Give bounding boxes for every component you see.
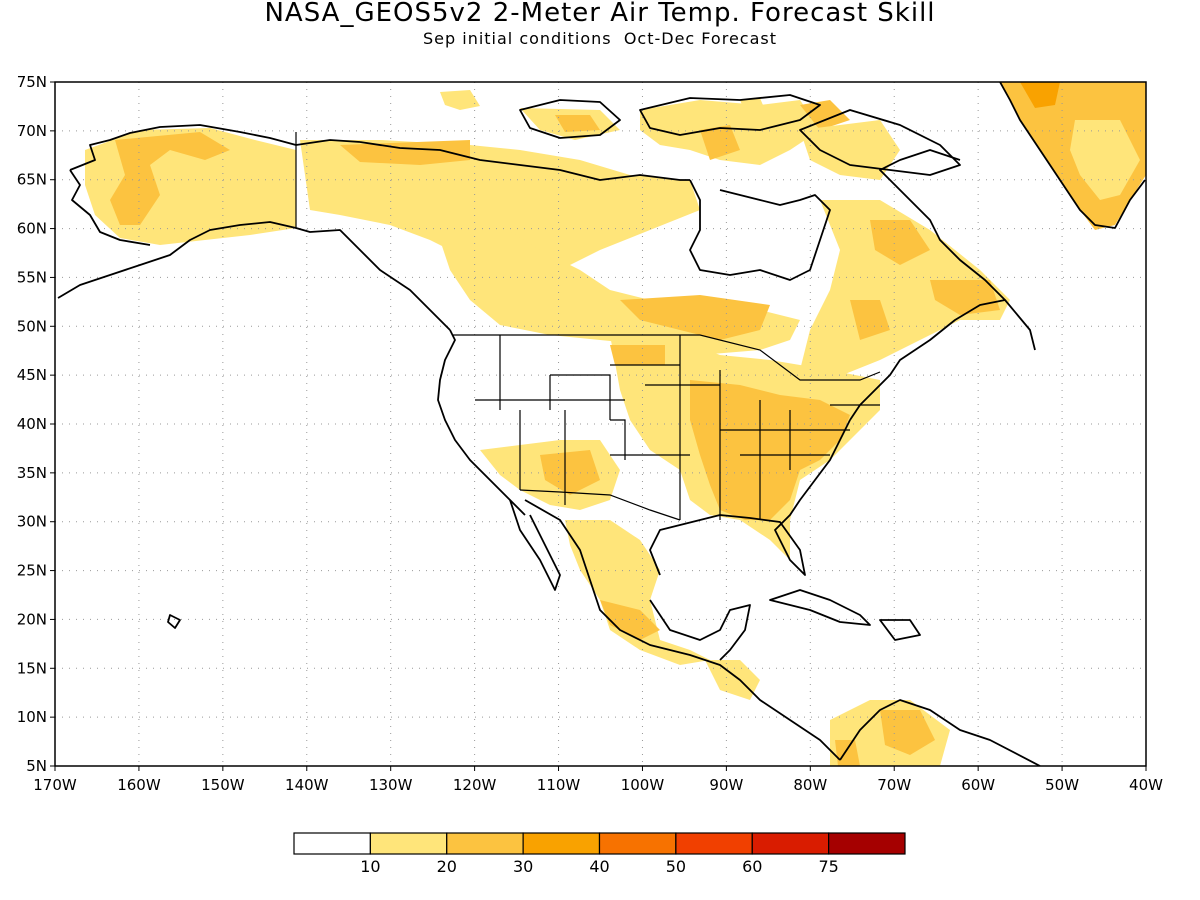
colorbar-swatch (522, 832, 601, 855)
colorbar-swatch (675, 832, 753, 855)
lat-tick-label: 15N (17, 659, 47, 677)
lon-tick-label: 170W (33, 776, 77, 794)
coastline-south-america (839, 699, 1041, 766)
colorbar: 10 20 30 40 50 60 75 (293, 832, 906, 876)
skill-shading (85, 82, 1146, 766)
coastline-greenland (999, 82, 1146, 229)
coastline-arctic-island-b (639, 94, 821, 136)
coastline-hawaii (167, 614, 181, 629)
lon-tick-label: 60W (961, 776, 995, 794)
map-title: NASA_GEOS5v2 2-Meter Air Temp. Forecast … (264, 0, 936, 28)
lon-tick-label: 160W (117, 776, 161, 794)
lon-tick-label: 140W (285, 776, 329, 794)
skill-region-eastern-canada-strong (850, 220, 1000, 340)
lat-tick-label: 30N (17, 513, 47, 531)
coastline-hispaniola (879, 619, 921, 641)
colorbar-label: 50 (666, 857, 686, 876)
coastline-alaska (57, 221, 451, 331)
skill-region-greenland-weak (1070, 120, 1140, 200)
skill-region-canada-north-strong (340, 140, 470, 165)
coastline-baja (509, 499, 561, 591)
lat-tick-label: 20N (17, 610, 47, 628)
coastline-mexico-pacific (524, 499, 841, 761)
colorbar-swatch (446, 832, 524, 855)
lat-tick-label: 40N (17, 415, 47, 433)
lon-tick-label: 90W (709, 776, 743, 794)
colorbar-label: 60 (742, 857, 762, 876)
lon-tick-label: 150W (201, 776, 245, 794)
colorbar-label: 30 (513, 857, 533, 876)
coastlines (57, 82, 1146, 766)
skill-region-alaska-strong (110, 132, 230, 225)
coastline-alaska-north (69, 124, 361, 171)
skill-region-canada-north (300, 140, 700, 270)
coastline-cuba (769, 589, 871, 626)
coastline-hudson-bay (689, 179, 831, 281)
lon-tick-label: 70W (877, 776, 911, 794)
lat-tick-label: 55N (17, 268, 47, 286)
lat-tick-label: 60N (17, 220, 47, 238)
lon-tick-label: 100W (621, 776, 665, 794)
colorbar-swatch (598, 832, 677, 855)
lon-tick-label: 110W (537, 776, 581, 794)
skill-region-eastern-canada (800, 200, 1010, 380)
skill-region-southwest-strong (540, 450, 600, 495)
coastline-pacific-us (437, 329, 526, 516)
lat-tick-label: 35N (17, 464, 47, 482)
coastline-arctic-island-a (519, 99, 621, 139)
lat-tick-label: 25N (17, 562, 47, 580)
colorbar-label: 10 (360, 857, 380, 876)
colorbar-label: 20 (437, 857, 457, 876)
skill-region-north-dakota (610, 345, 665, 365)
us-state-lines (475, 335, 880, 520)
longitude-labels: 170W 160W 150W 140W 130W 120W 110W 100W 90W 80W 70… (33, 766, 1163, 794)
map-subtitle: Sep initial conditions Oct-Dec Forecast (423, 29, 777, 48)
lat-tick-label: 70N (17, 122, 47, 140)
coastline-yucatan (649, 599, 751, 661)
coastline-labrador (879, 149, 1006, 301)
skill-region-south-america-strong (835, 710, 935, 766)
skill-region-central-america (705, 660, 760, 700)
skill-region-arctic-islands-strong (555, 100, 850, 160)
skill-region-us-southeast-strong (690, 380, 850, 520)
colorbar-label: 40 (589, 857, 609, 876)
political-borders (295, 132, 881, 521)
coastline-arctic-canada (359, 141, 690, 181)
lat-tick-label: 10N (17, 708, 47, 726)
coastline-alaska-west (69, 169, 151, 246)
skill-region-western-canada-strong (620, 295, 770, 340)
lat-tick-label: 75N (17, 73, 47, 91)
skill-region-greenland-strong (1020, 82, 1060, 108)
lon-tick-label: 80W (793, 776, 827, 794)
colorbar-swatch (828, 832, 906, 855)
skill-region-baffin (800, 120, 900, 180)
colorbar-swatch (751, 832, 830, 855)
lat-tick-label: 50N (17, 317, 47, 335)
lat-tick-label: 5N (26, 757, 47, 775)
lon-tick-label: 120W (453, 776, 497, 794)
lat-tick-label: 65N (17, 171, 47, 189)
skill-region-mexico-strong (600, 600, 660, 640)
colorbar-label: 75 (818, 857, 838, 876)
lat-tick-label: 45N (17, 366, 47, 384)
skill-region-mexico (565, 520, 710, 665)
lon-tick-label: 50W (1045, 776, 1079, 794)
colorbar-swatch (369, 832, 448, 855)
lon-tick-label: 130W (369, 776, 413, 794)
coastline-baffin (799, 109, 961, 176)
coastline-gulf (649, 419, 851, 576)
border-us-mexico (519, 489, 681, 521)
lon-tick-label: 40W (1129, 776, 1163, 794)
border-us-canada (452, 334, 881, 381)
latitude-labels: 75N 70N 65N 60N 55N 50N 45N 40N 35N 30N 25N 20N 15N 1… (17, 73, 55, 775)
colorbar-swatch (293, 832, 371, 855)
